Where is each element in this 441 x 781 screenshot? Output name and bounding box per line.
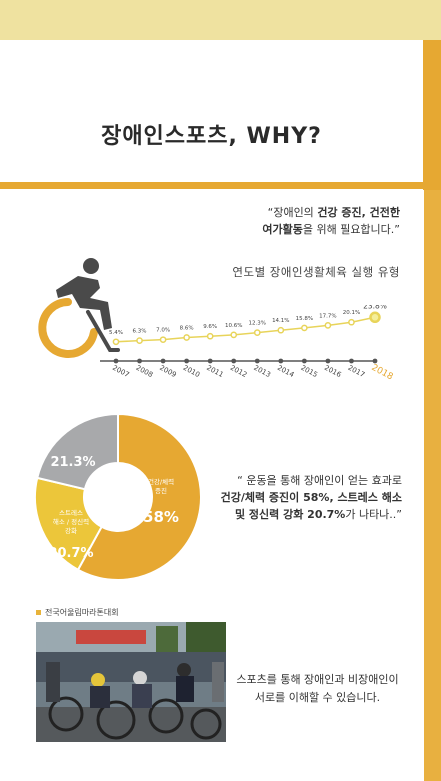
pie-slice — [34, 476, 103, 572]
pie-slice-label: 해소 / 정신력 — [53, 517, 89, 526]
quote-effects-line-1: “ 운동을 통해 장애인이 얻는 효과로 — [237, 474, 402, 487]
marathon-photo — [36, 622, 226, 742]
pie-value-label: 21.3% — [50, 455, 95, 470]
x-axis-tick — [137, 358, 142, 364]
page-title: 장애인스포츠, WHY? — [101, 124, 322, 149]
pie-slice — [36, 412, 119, 491]
quote-effects-bold-2: 건강/체력 증진이 58%, 스트레스 해소 — [220, 491, 402, 504]
pie-slice-label: 증진 — [155, 486, 167, 495]
line-point — [159, 336, 167, 344]
line-data-label: 12.3% — [249, 321, 266, 327]
line-data-label: 8.6% — [180, 326, 194, 332]
line-point — [369, 311, 381, 324]
quote-health-bold-1: 건강 증진, 건전한 — [317, 206, 400, 219]
quote-understanding: 스포츠를 통해 장애인과 비장애인이 서로를 이해할 수 있습니다. — [230, 671, 405, 707]
quote-effects-line-3: 가 나타나..” — [345, 508, 402, 521]
x-axis-tick — [231, 358, 237, 364]
title-divider — [0, 182, 441, 189]
line-data-label: 6.3% — [133, 329, 147, 335]
line-series — [115, 316, 376, 343]
line-point — [206, 332, 214, 340]
line-point — [230, 331, 238, 339]
x-tick-label: 2017 — [347, 364, 366, 379]
line-data-label: 5.4% — [109, 330, 123, 336]
x-tick-label: 2007 — [111, 364, 130, 379]
line-data-label: 17.7% — [319, 313, 336, 319]
x-tick-label: 2008 — [135, 364, 154, 379]
x-axis-tick — [301, 358, 307, 364]
quote-effects-bold-3: 및 정신력 강화 20.7% — [234, 508, 346, 521]
x-axis-tick — [325, 358, 331, 364]
x-tick-label: 2016 — [323, 364, 343, 380]
right-accent-bar-lower — [424, 190, 441, 781]
line-chart-title: 연도별 장애인생활체육 실행 유형 — [232, 265, 400, 279]
pie-slice-label: 스트레스 — [59, 508, 83, 517]
pie-slice-label: 강화 — [65, 526, 77, 535]
right-accent-bar — [423, 40, 441, 190]
line-point — [348, 318, 355, 326]
line-chart: 5.4% 2007 6.3% 2008 7.0% 2009 8.6% 2010 9.6% 2011… — [100, 305, 395, 383]
x-tick-label: 2015 — [299, 364, 318, 379]
x-axis-tick — [160, 358, 166, 364]
photo-caption: 전국어울림마라톤대회 — [36, 607, 119, 618]
x-tick-label: 2014 — [276, 364, 296, 380]
pie-slice — [76, 412, 202, 581]
x-tick-label: 2018 — [370, 363, 395, 383]
x-axis-tick — [113, 358, 119, 364]
line-point — [301, 324, 308, 332]
line-data-label: 10.6% — [225, 323, 242, 329]
quote-health-text-1: “장애인의 — [267, 206, 318, 219]
quote-effects: “ 운동을 통해 장애인이 얻는 효과로 건강/체력 증진이 58%, 스트레스… — [220, 472, 402, 523]
line-data-label: 20.1% — [343, 310, 360, 316]
x-axis-tick — [372, 358, 378, 364]
quote-health-text-2: 을 위해 필요합니다.” — [302, 223, 400, 236]
line-point — [324, 322, 332, 329]
line-data-label: 9.6% — [203, 324, 217, 330]
pie-slice-label: 건강/체력 — [148, 477, 174, 486]
line-point — [277, 326, 285, 334]
line-data-label: 15.8% — [296, 316, 313, 322]
x-tick-label: 2009 — [158, 364, 177, 379]
x-axis-tick — [278, 358, 284, 364]
pie-value-label: 20.7% — [48, 546, 93, 561]
quote-health-bold-2: 여가활동 — [262, 223, 303, 236]
caption-square-icon — [36, 610, 41, 615]
quote-understanding-line-2: 서로를 이해할 수 있습니다. — [254, 691, 381, 704]
line-data-label: 7.0% — [156, 328, 170, 334]
x-tick-label: 2013 — [252, 364, 271, 379]
wheelchair-athlete-icon — [38, 258, 120, 358]
photo-caption-text: 전국어울림마라톤대회 — [45, 608, 119, 617]
quote-health: “장애인의 건강 증진, 건전한 여가활동을 위해 필요합니다.” — [200, 204, 400, 238]
x-axis-tick — [349, 358, 354, 364]
pie-value-label: 58% — [143, 508, 179, 526]
line-point — [183, 334, 190, 341]
x-tick-label: 2010 — [182, 364, 201, 379]
line-point — [253, 329, 261, 336]
line-data-label: 14.1% — [272, 318, 289, 324]
line-point — [136, 337, 143, 344]
x-axis-tick — [254, 358, 260, 364]
top-band — [0, 0, 441, 40]
line-point — [112, 338, 120, 346]
x-tick-label: 2012 — [229, 364, 248, 379]
quote-understanding-line-1: 스포츠를 통해 장애인과 비장애인이 — [236, 673, 399, 686]
marathon-photo-illustration — [36, 622, 226, 742]
x-axis-tick — [207, 358, 213, 364]
x-tick-label: 2011 — [205, 364, 224, 379]
x-axis-tick — [184, 358, 190, 364]
line-data-label: 23.8% — [363, 305, 387, 310]
